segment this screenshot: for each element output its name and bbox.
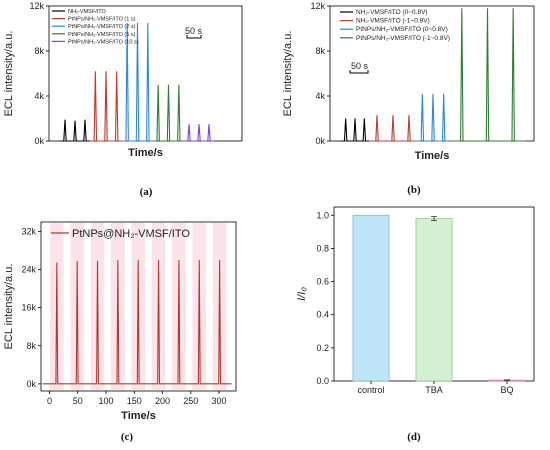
panel-a: 0k 4k 8k 12k NH₂-VMSF/ITO PtNPs/NH₂-VMSF/ITO … <box>3 1 243 198</box>
y-tick-label: 24k <box>21 265 36 275</box>
plot-frame <box>40 221 237 392</box>
x-tick-label: 250 <box>183 396 198 406</box>
x-tick-label: 0 <box>47 396 52 406</box>
x-axis-label: Time/s <box>415 150 450 162</box>
y-tick-label: 8k <box>34 46 44 56</box>
scale-bar-label: 50 s <box>351 61 369 71</box>
legend-label: PtNPs/NH₂-VMSF/ITO (0~0.8V) <box>356 26 448 33</box>
legend-label: NH₂-VMSF/ITO (0~0.8V) <box>356 9 428 16</box>
panel-b: 0k 4k 8k 12k NH₂-VMSF/ITO (0~0.8V) NH₂-VMSF/I… <box>282 1 535 196</box>
y-tick-label: 8k <box>315 46 325 56</box>
scale-bar <box>186 35 202 39</box>
scale-bar-label: 50 s <box>185 26 203 36</box>
bar <box>415 218 453 382</box>
series-trace <box>122 22 153 142</box>
legend-label: PtNPs/NH₂-VMSF/ITO (1 s) <box>68 17 136 23</box>
y-tick-label: 4k <box>315 91 325 101</box>
panel-d: 0.0 0.2 0.4 0.6 0.8 1.0 control TBA BQ I/I₀ (d) <box>296 206 535 443</box>
x-axis-label: Time/s <box>121 410 156 422</box>
x-tick-label: BQ <box>500 385 513 395</box>
panel-label: (a) <box>140 186 153 198</box>
series-trace <box>184 124 214 142</box>
series-trace <box>449 8 526 142</box>
y-tick-label: 16k <box>21 303 36 313</box>
y-tick-label: 32k <box>21 227 36 237</box>
y-tick-label: 4k <box>34 91 44 101</box>
y-axis-label: ECL intensity/a.u. <box>3 31 15 117</box>
legend-label: PtNPs/NH₂-VMSF/ITO (5 s) <box>68 32 136 38</box>
y-axis-label: I/I₀ <box>296 287 308 301</box>
y-tick-label: 0.6 <box>316 277 329 287</box>
y-tick-label: 8k <box>26 341 36 351</box>
y-axis-label: ECL intensity/a.u. <box>282 31 294 117</box>
y-axis-label: ECL intensity/a.u. <box>3 264 15 350</box>
x-axis-label: Time/s <box>128 147 163 159</box>
legend-label: PtNPs/NH₂-VMSF/ITO (-1~0.8V) <box>356 35 450 42</box>
series-trace <box>153 84 184 142</box>
series-trace <box>90 71 122 142</box>
y-tick-label: 0.4 <box>316 310 329 320</box>
panel-label: (d) <box>407 431 421 443</box>
series-trace <box>341 118 369 142</box>
x-tick-label: 150 <box>127 396 142 406</box>
y-tick-label: 1.0 <box>316 210 329 220</box>
y-tick-label: 0.8 <box>316 243 329 253</box>
y-tick-label: 0k <box>26 379 36 389</box>
x-tick-label: 200 <box>155 396 170 406</box>
panel-label: (b) <box>407 184 421 196</box>
bar <box>352 214 390 382</box>
y-tick-label: 12k <box>310 1 325 11</box>
panel-label: (c) <box>121 431 134 443</box>
legend-label: NH₂-VMSF/ITO (-1~0.8V) <box>356 18 430 25</box>
x-tick-label: 100 <box>98 396 113 406</box>
legend-label: PtNPs/NH₂-VMSF/ITO (2 s) <box>68 24 136 30</box>
y-tick-label: 0k <box>315 136 325 146</box>
y-tick-label: 12k <box>29 1 44 11</box>
y-tick-label: 0.2 <box>316 343 329 353</box>
legend-label: PtNPs@NH₂-VMSF/ITO <box>72 228 190 240</box>
x-tick-label: TBA <box>425 385 443 395</box>
series-trace <box>60 119 90 142</box>
series-trace <box>42 260 232 385</box>
x-tick-label: control <box>357 385 384 395</box>
panel-c: 0k 8k 16k 24k 32k 0 50 100 150 200 250 300 PtNPs@NH₂… <box>3 221 237 443</box>
y-tick-label: 0k <box>34 136 44 146</box>
x-tick-label: 300 <box>212 396 227 406</box>
legend-label: PtNPs/NH₂-VMSF/ITO (10 s) <box>68 39 139 45</box>
series-trace <box>417 93 449 142</box>
series-trace <box>369 115 417 142</box>
x-tick-label: 50 <box>73 396 83 406</box>
legend-label: NH₂-VMSF/ITO <box>68 9 107 15</box>
scale-bar <box>349 70 369 74</box>
y-tick-label: 0.0 <box>316 376 329 386</box>
